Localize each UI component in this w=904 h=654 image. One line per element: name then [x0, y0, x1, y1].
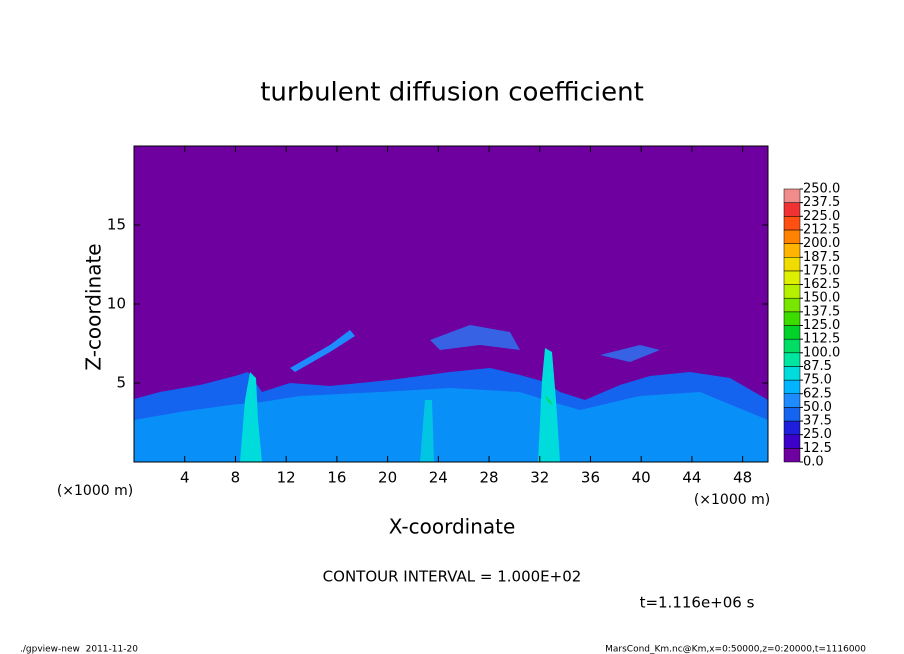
y-tick-label: 15 [107, 216, 126, 234]
field-plume [538, 348, 560, 462]
colorbar-label: 50.0 [803, 400, 832, 415]
colorbar-box [783, 216, 801, 231]
y-tick-label: 5 [116, 374, 126, 392]
colorbar-label: 37.5 [803, 414, 832, 429]
colorbar-box [783, 366, 801, 381]
x-tick-label: 24 [429, 469, 448, 487]
colorbar-box [783, 202, 801, 217]
colorbar-label: 212.5 [803, 222, 840, 237]
y-axis-label: Z-coordinate [82, 243, 106, 370]
field-plume [240, 372, 262, 462]
colorbar-label: 87.5 [803, 359, 832, 374]
colorbar-label: 112.5 [803, 332, 840, 347]
colorbar-label: 0.0 [803, 455, 824, 470]
colorbar-label: 175.0 [803, 263, 840, 278]
field-eddy [430, 325, 520, 350]
x-tick-label: 4 [180, 469, 190, 487]
colorbar-label: 250.0 [803, 182, 840, 197]
colorbar-box [783, 243, 801, 258]
colorbar-label: 162.5 [803, 277, 840, 292]
colorbar-box [783, 284, 801, 299]
colorbar-label: 137.5 [803, 304, 840, 319]
footer-right: MarsCond_Km.nc@Km,x=0:50000,z=0:20000,t=… [605, 645, 866, 654]
field [134, 146, 768, 462]
field-band-inner [134, 388, 768, 462]
x-tick-label: 48 [733, 469, 752, 487]
x-tick-label: 8 [231, 469, 241, 487]
colorbar-box [783, 270, 801, 285]
colorbar-label: 237.5 [803, 195, 840, 210]
colorbar-label: 25.0 [803, 427, 832, 442]
x-tick-label: 40 [632, 469, 651, 487]
colorbar-box [783, 257, 801, 272]
colorbar-box [783, 297, 801, 313]
colorbar-label: 187.5 [803, 250, 840, 265]
colorbar-box [783, 188, 801, 203]
colorbar-label: 12.5 [803, 441, 832, 456]
colorbar-box [783, 434, 801, 449]
colorbar-box [783, 229, 801, 244]
colorbar-label: 150.0 [803, 291, 840, 306]
y-axis-unit: (×1000 m) [57, 483, 133, 499]
colorbar-label: 225.0 [803, 209, 840, 224]
x-tick-label: 36 [581, 469, 600, 487]
colorbar-label: 62.5 [803, 386, 832, 401]
colorbar-label: 125.0 [803, 318, 840, 333]
colorbar-label: 200.0 [803, 236, 840, 251]
colorbar-box [783, 379, 801, 395]
colorbar-box [783, 393, 801, 408]
field-eddy [290, 330, 355, 372]
colorbar-box [783, 338, 801, 354]
chart-title: turbulent diffusion coefficient [260, 78, 644, 108]
x-tick-label: 44 [682, 469, 701, 487]
x-tick-label: 20 [378, 469, 397, 487]
x-axis-unit: (×1000 m) [694, 492, 770, 508]
colorbar-box [783, 325, 801, 340]
colorbar-box [783, 407, 801, 422]
x-tick-label: 16 [327, 469, 346, 487]
contour-interval: CONTOUR INTERVAL = 1.000E+02 [323, 568, 582, 586]
colorbar-box [783, 352, 801, 367]
x-tick-label: 28 [479, 469, 498, 487]
y-tick-label: 10 [107, 295, 126, 313]
colorbar-box [783, 448, 801, 463]
colorbar-box [783, 311, 801, 326]
colorbar-box [783, 420, 801, 435]
field-spot [545, 395, 553, 405]
x-tick-label: 12 [277, 469, 296, 487]
colorbar-label: 75.0 [803, 373, 832, 388]
x-axis-label: X-coordinate [389, 515, 516, 539]
field-streak [420, 400, 434, 462]
field-eddy [600, 345, 660, 362]
footer-left: ./gpview-new 2011-11-20 [20, 645, 138, 654]
x-tick-label: 32 [530, 469, 549, 487]
time-note: t=1.116e+06 s [640, 594, 755, 612]
colorbar-label: 100.0 [803, 345, 840, 360]
